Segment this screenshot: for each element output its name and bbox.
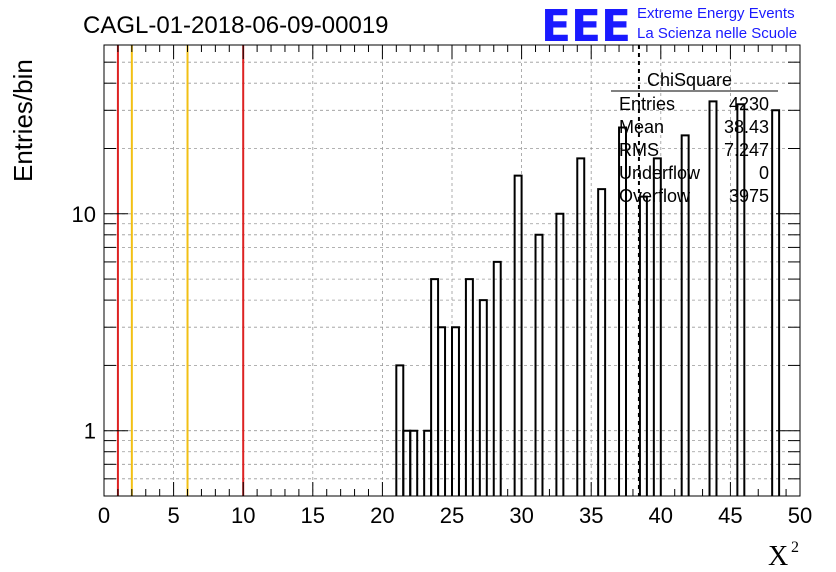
histogram-bar xyxy=(478,299,488,496)
org-name-line2: La Scienza nelle Scuole xyxy=(637,25,797,42)
histogram-bar xyxy=(618,126,627,496)
histogram-bar xyxy=(680,134,690,496)
histogram-bar xyxy=(652,157,662,496)
histogram-bar xyxy=(534,233,544,496)
stats-label: Mean xyxy=(619,117,664,137)
stats-title: ChiSquare xyxy=(647,70,732,90)
histogram-bar xyxy=(555,212,565,496)
stats-value: 0 xyxy=(759,163,769,183)
x-axis-label-superscript: 2 xyxy=(791,539,799,556)
x-tick-label: 5 xyxy=(167,503,179,528)
x-tick-label: 10 xyxy=(231,503,255,528)
histogram-bar xyxy=(437,326,447,496)
axis-tick-labels: 0 5 10 15 20 25 30 35 40 45 50 1 10 xyxy=(72,202,813,528)
x-tick-label: 25 xyxy=(440,503,464,528)
y-tick-label: 10 xyxy=(72,202,96,227)
histogram-bars xyxy=(395,100,781,496)
histogram-bar xyxy=(492,260,502,496)
histogram-bar xyxy=(464,278,474,496)
x-tick-label: 15 xyxy=(301,503,325,528)
stats-value: 3975 xyxy=(729,186,769,206)
stats-label: Underflow xyxy=(619,163,701,183)
axis-ticks xyxy=(103,45,801,496)
stats-value: 4230 xyxy=(729,94,769,114)
histogram-bar xyxy=(708,100,718,496)
histogram-bar xyxy=(430,278,440,496)
x-axis-label: X xyxy=(768,541,788,572)
y-tick-label: 1 xyxy=(84,419,96,444)
histogram-bar xyxy=(451,326,460,496)
histogram-bar xyxy=(513,174,523,496)
histogram-bar xyxy=(576,157,586,496)
x-tick-label: 0 xyxy=(98,503,110,528)
stats-box: ChiSquare Entries 4230 Mean 38.43 RMS 7.247 Un… xyxy=(611,70,778,206)
stats-value: 7.247 xyxy=(724,140,769,160)
chart-title: CAGL-01-2018-06-09-00019 xyxy=(83,12,389,39)
histogram-bar xyxy=(771,109,781,496)
org-name-line1: Extreme Energy Events xyxy=(637,5,795,22)
x-tick-label: 45 xyxy=(718,503,742,528)
x-tick-label: 40 xyxy=(649,503,673,528)
stats-value: 38.43 xyxy=(724,117,769,137)
stats-label: RMS xyxy=(619,140,659,160)
y-axis-label: Entries/bin xyxy=(8,59,38,182)
x-tick-label: 35 xyxy=(579,503,603,528)
histogram-bar xyxy=(409,429,419,496)
x-tick-label: 50 xyxy=(788,503,812,528)
stats-label: Entries xyxy=(619,94,675,114)
x-tick-label: 20 xyxy=(370,503,394,528)
histogram-bar xyxy=(597,188,607,496)
histogram-bar xyxy=(736,103,746,496)
x-tick-label: 30 xyxy=(509,503,533,528)
histogram-bar xyxy=(638,195,648,496)
reference-lines xyxy=(116,45,245,496)
eee-logo: EEE xyxy=(541,1,631,52)
stats-label: Overflow xyxy=(619,186,691,206)
